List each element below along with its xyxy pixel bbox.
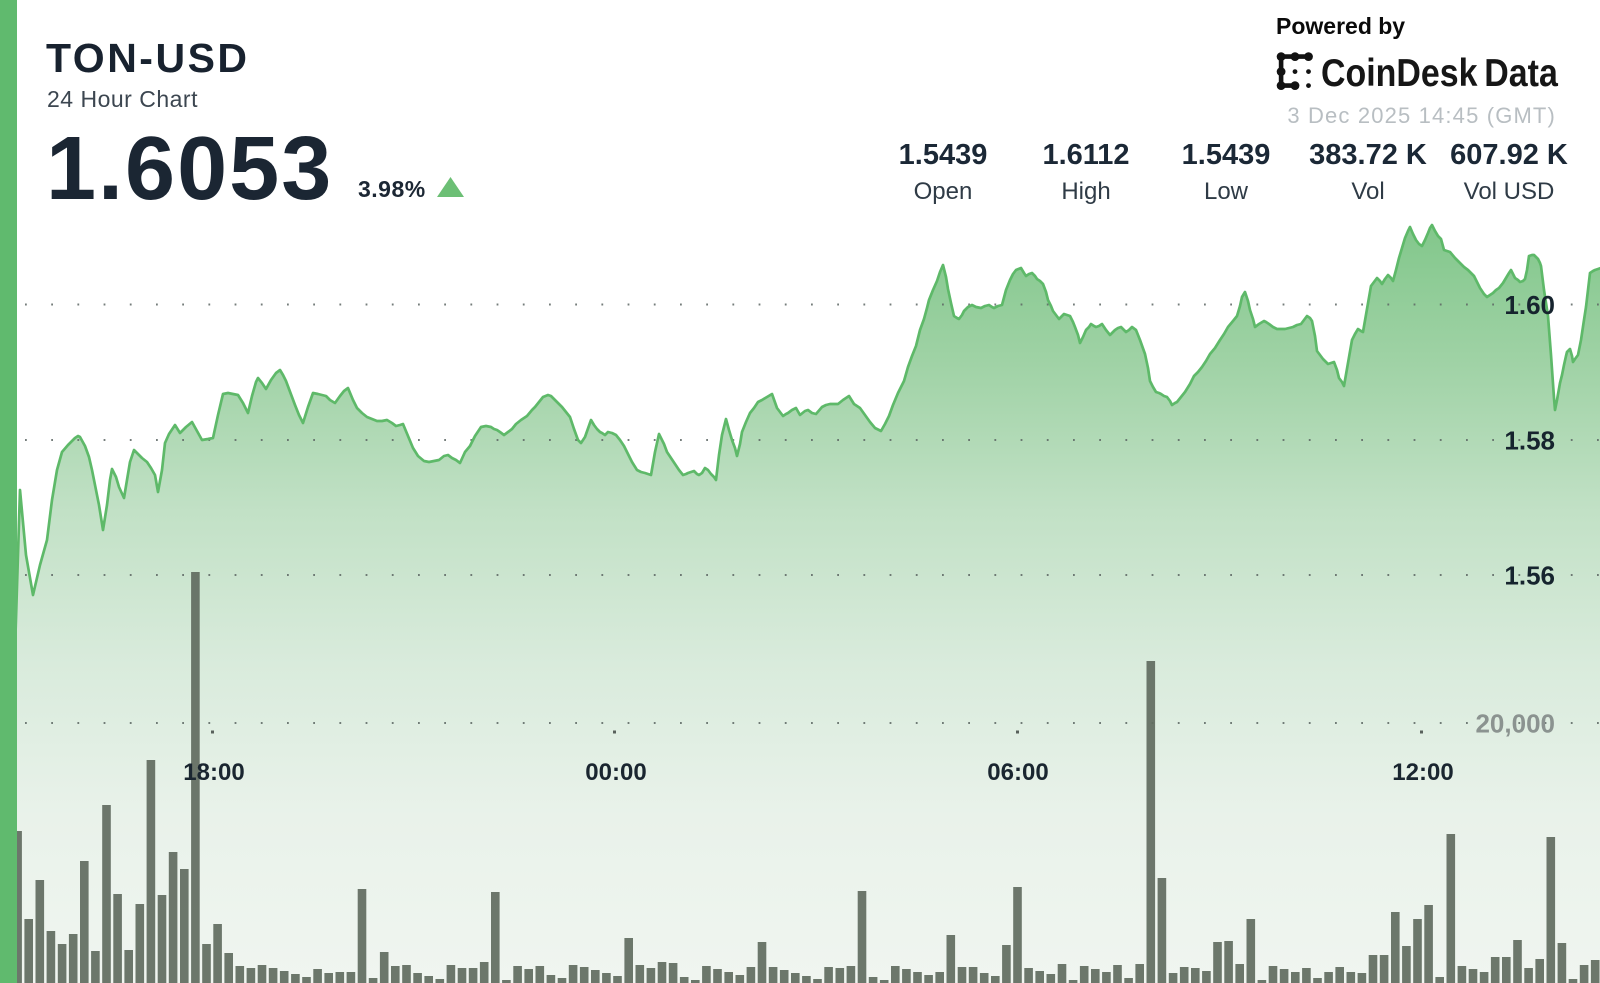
svg-text:1.60: 1.60 <box>1504 290 1555 320</box>
svg-text:1.58: 1.58 <box>1504 426 1555 456</box>
svg-text:20,000: 20,000 <box>1475 709 1555 739</box>
svg-text:00:00: 00:00 <box>585 759 646 786</box>
svg-text:06:00: 06:00 <box>987 759 1048 786</box>
svg-text:18:00: 18:00 <box>183 759 244 786</box>
svg-text:1.56: 1.56 <box>1504 561 1555 591</box>
svg-text:12:00: 12:00 <box>1392 759 1453 786</box>
